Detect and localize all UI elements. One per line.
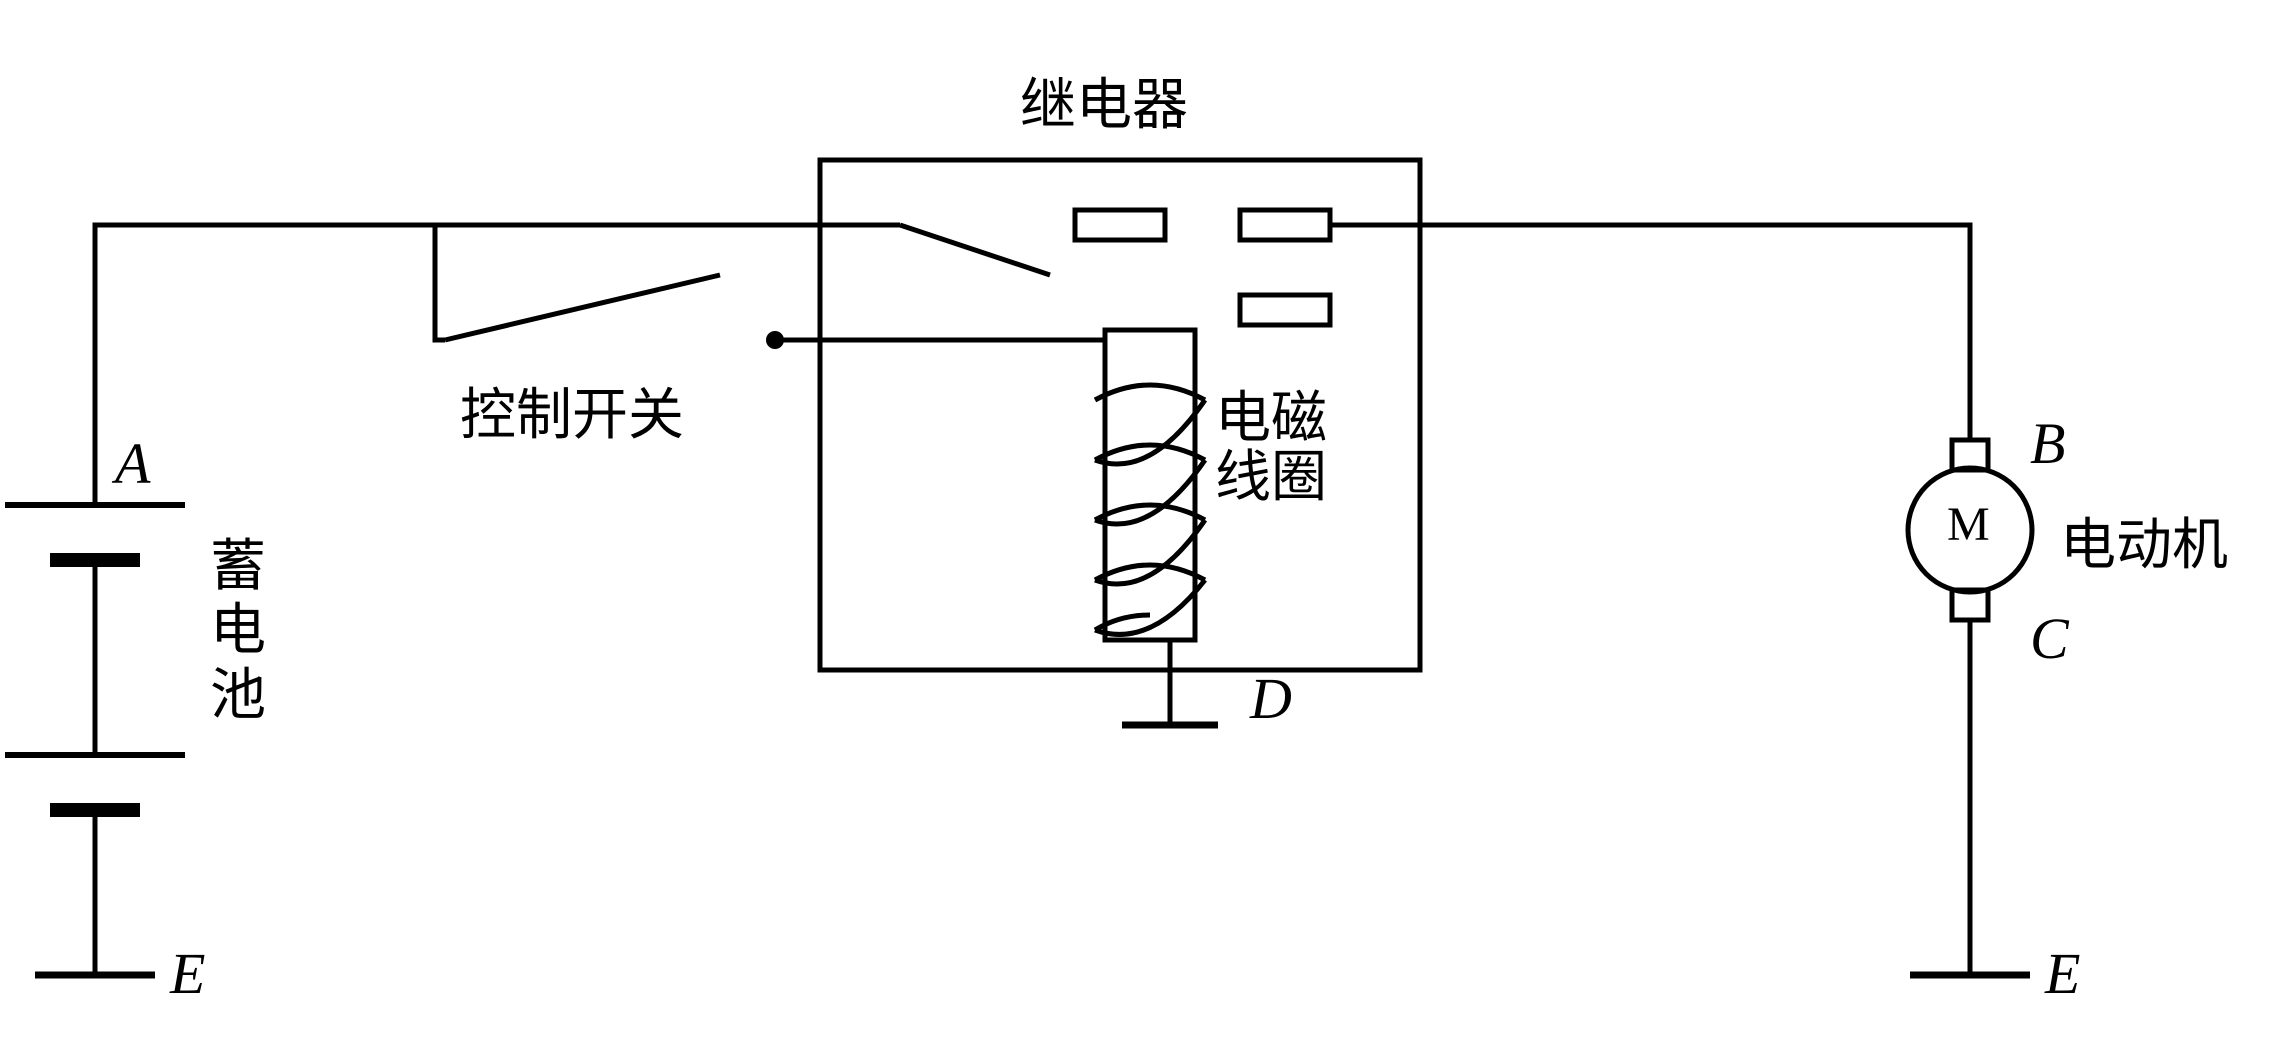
label-relay: 继电器 [1020, 60, 1188, 141]
relay-contact-top-right [1240, 210, 1330, 240]
label-control-switch: 控制开关 [460, 370, 684, 451]
label-A: A [115, 430, 150, 497]
coil-turn-4b [1095, 580, 1205, 634]
relay-armature-lever [900, 225, 1050, 275]
label-battery: 蓄 电 池 [210, 535, 266, 728]
coil-turn-1 [1095, 385, 1205, 400]
wire-relay-to-motor-top [1330, 225, 1970, 440]
wire-battery-to-relay-top [95, 225, 820, 505]
relay-contact-top-left [1075, 210, 1165, 240]
label-E-right: E [2045, 940, 2080, 1007]
relay-contact-bottom [1240, 295, 1330, 325]
label-motor: 电动机 [2060, 500, 2228, 581]
label-E-left: E [170, 940, 205, 1007]
control-switch-lever [445, 275, 720, 340]
wire-to-switch-left [435, 225, 445, 340]
label-coil: 电磁 线圈 [1215, 390, 1327, 508]
wire-coil-to-ground-d [1150, 640, 1170, 725]
label-M: M [1947, 497, 1990, 552]
label-B: B [2030, 410, 2065, 477]
label-D: D [1250, 665, 1292, 732]
coil-core [1105, 330, 1195, 640]
label-C: C [2030, 605, 2069, 672]
